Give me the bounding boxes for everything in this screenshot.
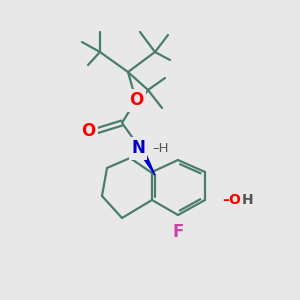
Text: F: F <box>172 223 184 241</box>
Text: O: O <box>129 91 143 109</box>
Polygon shape <box>137 146 155 175</box>
Text: –O: –O <box>222 193 241 207</box>
Text: N: N <box>131 139 145 157</box>
Text: –H: –H <box>152 142 169 155</box>
Text: –OH: –OH <box>222 193 253 207</box>
Text: H: H <box>242 193 254 207</box>
Text: O: O <box>81 122 95 140</box>
